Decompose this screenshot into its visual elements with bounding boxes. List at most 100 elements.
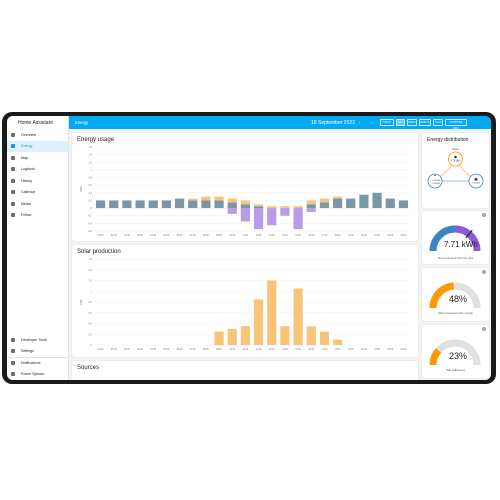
- bar-solar-17:00[interactable]: [319, 331, 330, 345]
- x-tick-label: 01:00: [111, 349, 117, 351]
- y-tick-label: 0: [91, 207, 93, 210]
- period-button-compare-data[interactable]: COMPARE DATA: [445, 119, 467, 130]
- sidebar-item-calendar[interactable]: Calendar: [7, 187, 68, 199]
- y-tick-label: 1.6: [89, 146, 93, 149]
- bar-return-15:00[interactable]: [293, 208, 303, 230]
- prev-day-button[interactable]: ‹: [359, 120, 361, 125]
- bar-solar-08:00[interactable]: [201, 196, 211, 201]
- bar-grid-16:00[interactable]: [306, 204, 316, 209]
- bar-grid-06:00[interactable]: [174, 198, 185, 209]
- bar-grid-23:00[interactable]: [398, 200, 409, 209]
- period-button-today[interactable]: TODAY: [380, 119, 394, 126]
- bar-solar-07:00[interactable]: [188, 198, 198, 201]
- x-tick-label: 11:00: [243, 235, 249, 237]
- bar-grid-09:00[interactable]: [214, 200, 224, 209]
- y-tick-label: 0.2: [89, 333, 93, 336]
- bar-solar-16:00[interactable]: [306, 326, 316, 345]
- sidebar-item-power-sjöman[interactable]: Power Sjöman: [7, 369, 69, 381]
- sidebar-item-logbook[interactable]: Logbook: [7, 164, 68, 176]
- bar-return-14:00[interactable]: [280, 208, 290, 216]
- sidebar-item-label: Notifications: [21, 361, 41, 366]
- sources-title: Sources: [77, 365, 100, 371]
- y-tick-label: 0: [91, 344, 93, 347]
- solar-node[interactable]: [448, 151, 463, 167]
- bar-grid-00:00[interactable]: [95, 200, 106, 209]
- format-list-icon: [11, 167, 15, 172]
- bar-return-10:00[interactable]: [227, 208, 237, 214]
- period-button-day[interactable]: DAY: [396, 119, 405, 126]
- bar-solar-10:00[interactable]: [227, 198, 237, 203]
- bar-solar-12:00[interactable]: [253, 299, 264, 345]
- sidebar-item-developer-tools[interactable]: Developer Tools: [7, 334, 69, 346]
- bar-solar-18:00[interactable]: [332, 339, 343, 345]
- bar-grid-12:00[interactable]: [253, 206, 264, 209]
- bar-grid-21:00[interactable]: [372, 192, 382, 209]
- bar-solar-09:00[interactable]: [214, 196, 224, 201]
- sidebar-item-label: Power Sjöman: [21, 372, 45, 377]
- sidebar-item-media[interactable]: Media: [7, 198, 68, 210]
- bar-grid-08:00[interactable]: [201, 200, 211, 209]
- x-tick-label: 05:00: [164, 235, 170, 237]
- info-icon[interactable]: i: [482, 213, 486, 217]
- avatar-icon: [11, 372, 15, 377]
- period-button-week[interactable]: WEEK: [407, 119, 417, 126]
- next-day-button[interactable]: ›: [371, 120, 373, 125]
- bar-grid-05:00[interactable]: [161, 200, 172, 209]
- bar-solar-16:00[interactable]: [306, 200, 316, 205]
- bar-grid-04:00[interactable]: [148, 200, 158, 209]
- sidebar-item-fellow[interactable]: Fellow: [7, 210, 68, 222]
- sidebar-item-history[interactable]: History: [7, 175, 68, 187]
- bar-grid-17:00[interactable]: [319, 202, 330, 209]
- y-tick-label: 1: [91, 169, 93, 172]
- y-tick-label: 0.2: [89, 199, 93, 202]
- bar-grid-22:00[interactable]: [385, 198, 395, 209]
- bar-grid-20:00[interactable]: [359, 194, 369, 209]
- bar-solar-09:00[interactable]: [214, 331, 224, 345]
- bar-grid-18:00[interactable]: [332, 198, 343, 209]
- bar-solar-14:00[interactable]: [280, 326, 290, 345]
- bar-solar-14:00[interactable]: [280, 206, 290, 209]
- energy-usage-title: Energy usage: [77, 137, 115, 143]
- bar-grid-07:00[interactable]: [188, 200, 198, 209]
- sidebar-item-energy[interactable]: Energy: [7, 140, 68, 152]
- bar-return-16:00[interactable]: [306, 208, 316, 212]
- bar-solar-11:00[interactable]: [240, 200, 251, 205]
- bar-solar-13:00[interactable]: [267, 280, 277, 346]
- bar-grid-03:00[interactable]: [135, 200, 145, 209]
- x-tick-label: 03:00: [137, 349, 143, 351]
- x-tick-label: 10:00: [229, 349, 235, 351]
- bar-grid-02:00[interactable]: [122, 200, 132, 209]
- period-button-month[interactable]: MONTH: [419, 119, 431, 126]
- bar-solar-17:00[interactable]: [319, 198, 330, 203]
- transmission-tower-icon: [434, 174, 436, 176]
- sidebar-item-overview[interactable]: Overview: [7, 129, 68, 141]
- grid-node[interactable]: [427, 173, 443, 189]
- page-title: Energy: [75, 120, 89, 125]
- bar-solar-13:00[interactable]: [267, 206, 277, 209]
- bar-grid-10:00[interactable]: [227, 202, 237, 209]
- date-picker[interactable]: 18 September 2023: [311, 119, 355, 126]
- period-button-year[interactable]: YEAR: [433, 119, 443, 126]
- bar-return-13:00[interactable]: [267, 208, 277, 226]
- home-node[interactable]: [468, 173, 484, 189]
- x-tick-label: 04:00: [150, 349, 156, 351]
- bar-grid-11:00[interactable]: [240, 204, 251, 209]
- bar-solar-10:00[interactable]: [227, 328, 237, 345]
- x-tick-label: 22:00: [387, 349, 393, 351]
- sidebar-item-map[interactable]: Map: [7, 152, 68, 164]
- info-icon[interactable]: i: [482, 270, 486, 274]
- bar-solar-12:00[interactable]: [253, 204, 264, 207]
- sidebar-item-settings[interactable]: Settings: [7, 346, 69, 358]
- bar-grid-01:00[interactable]: [109, 200, 119, 209]
- solar-node-label: Solar: [452, 147, 459, 151]
- bar-return-12:00[interactable]: [253, 208, 264, 230]
- bar-solar-15:00[interactable]: [293, 206, 303, 209]
- bar-return-11:00[interactable]: [240, 208, 251, 222]
- bar-grid-19:00[interactable]: [346, 198, 356, 209]
- x-tick-label: 19:00: [348, 235, 354, 237]
- bar-solar-15:00[interactable]: [293, 288, 303, 345]
- info-icon[interactable]: i: [482, 327, 486, 331]
- sidebar-item-notifications[interactable]: Notifications: [7, 357, 69, 369]
- bar-solar-11:00[interactable]: [240, 326, 251, 345]
- bar-solar-18:00[interactable]: [332, 196, 343, 199]
